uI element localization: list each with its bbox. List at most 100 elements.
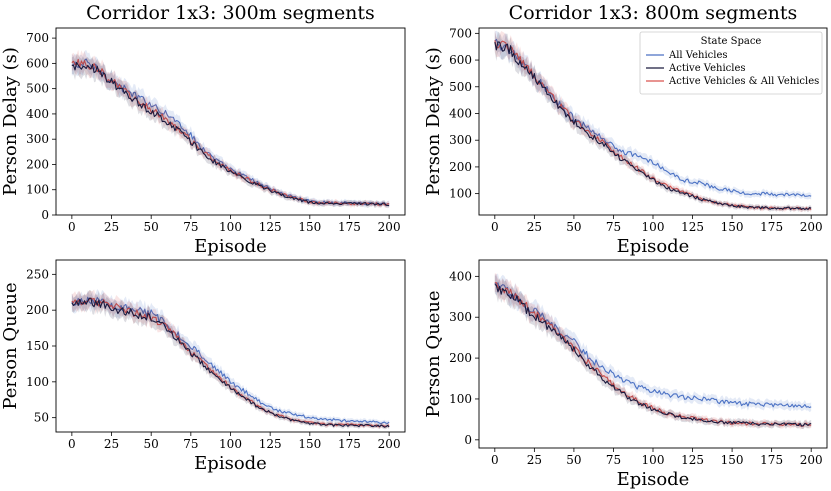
series-band-delay-300m-1 [71,53,390,209]
panel-queue-300m: 0 25 50 75 100 125 150 175 200 50 100 150 200 250 Epis… [0,259,406,474]
plot-frame-queue-300m [55,259,406,433]
y-tick-label-delay-800m-200: 200 [449,160,472,174]
y-tick-label-queue-800m-200: 200 [449,351,472,365]
legend-entry-2: Active Vehicles & All Vehicles [668,76,819,87]
x-tick-label-queue-300m-100: 100 [219,437,242,451]
series-line-delay-300m-1 [71,61,390,207]
y-tick-label-delay-800m-100: 100 [449,187,472,201]
x-tick-label-queue-300m-50: 50 [144,437,159,451]
x-tick-label-queue-800m-200: 200 [800,453,823,467]
series-line-queue-800m-0 [494,282,812,409]
x-axis-label-delay-300m: Episode [194,236,267,257]
legend-box [639,31,823,95]
title-delay-300m: Corridor 1x3: 300m segments [86,2,375,24]
y-tick-label-queue-800m-400: 400 [449,269,472,283]
y-tick-label-delay-300m-500: 500 [26,82,49,96]
panel-queue-800m: 0 25 50 75 100 125 150 175 200 0 100 200 300 400 Episo… [423,259,828,490]
y-tick-label-queue-800m-0: 0 [464,433,472,447]
y-tick-label-delay-300m-700: 700 [26,31,49,45]
y-tick-label-queue-300m-50: 50 [34,411,49,425]
y-tick-label-delay-300m-200: 200 [26,157,49,171]
series-line-delay-800m-0 [494,38,812,197]
x-tick-label-delay-300m-200: 200 [378,220,401,234]
x-tick-label-delay-300m-175: 175 [338,220,361,234]
y-tick-label-queue-800m-300: 300 [449,310,472,324]
y-tick-label-delay-300m-400: 400 [26,107,49,121]
y-axis-label-delay-800m: Person Delay (s) [423,47,444,196]
x-tick-label-delay-800m-200: 200 [800,220,823,234]
series-line-queue-300m-1 [71,297,390,428]
y-tick-label-delay-300m-600: 600 [26,56,49,70]
y-tick-label-delay-800m-600: 600 [449,53,472,67]
series-band-delay-800m-0 [494,30,812,200]
y-tick-label-delay-800m-400: 400 [449,106,472,120]
x-tick-label-delay-800m-50: 50 [566,220,581,234]
series-line-queue-800m-1 [494,283,812,427]
series-line-delay-800m-1 [494,41,812,211]
series-line-queue-800m-2 [494,282,812,427]
x-tick-label-queue-800m-100: 100 [642,453,665,467]
x-tick-label-delay-300m-100: 100 [219,220,242,234]
y-tick-label-queue-800m-100: 100 [449,392,472,406]
x-tick-label-delay-300m-150: 150 [298,220,321,234]
x-tick-label-queue-800m-0: 0 [491,453,499,467]
y-tick-label-queue-300m-150: 150 [26,339,49,353]
panel-delay-800m: 0 25 50 75 100 125 150 175 200 100 200 300 400 500 600… [423,2,828,257]
x-tick-label-queue-300m-200: 200 [378,437,401,451]
x-axis-label-delay-800m: Episode [617,236,690,257]
x-tick-label-queue-800m-175: 175 [760,453,783,467]
y-axis-label-queue-800m: Person Queue [423,290,444,417]
y-tick-label-delay-300m-0: 0 [41,208,49,222]
x-tick-label-queue-300m-25: 25 [104,437,119,451]
y-axis-label-delay-300m: Person Delay (s) [0,47,21,196]
x-tick-label-delay-300m-125: 125 [259,220,282,234]
x-tick-label-queue-800m-25: 25 [527,453,542,467]
y-tick-label-delay-800m-700: 700 [449,26,472,40]
y-tick-label-delay-800m-300: 300 [449,133,472,147]
x-tick-label-delay-800m-0: 0 [491,220,499,234]
x-tick-label-delay-300m-50: 50 [144,220,159,234]
x-tick-label-queue-300m-125: 125 [259,437,282,451]
legend-title: State Space [701,36,762,47]
x-tick-label-queue-300m-75: 75 [183,437,198,451]
y-tick-label-queue-300m-250: 250 [26,267,49,281]
x-axis-label-queue-300m: Episode [194,453,267,474]
x-tick-label-delay-800m-175: 175 [760,220,783,234]
x-tick-label-delay-300m-75: 75 [183,220,198,234]
x-tick-label-queue-300m-0: 0 [68,437,76,451]
y-tick-label-queue-300m-200: 200 [26,303,49,317]
series-band-delay-800m-1 [494,31,812,213]
y-tick-label-delay-800m-500: 500 [449,80,472,94]
x-tick-label-delay-800m-100: 100 [642,220,665,234]
title-delay-800m: Corridor 1x3: 800m segments [509,2,798,24]
legend: State Space All Vehicles Active Vehicles Ac… [639,31,823,95]
series-line-delay-300m-2 [71,58,390,206]
series-band-queue-300m-1 [71,290,390,430]
series-line-queue-300m-0 [71,296,390,425]
legend-entry-0: All Vehicles [668,50,728,61]
x-tick-label-delay-800m-75: 75 [606,220,621,234]
x-tick-label-delay-300m-25: 25 [104,220,119,234]
series-band-delay-800m-2 [494,29,812,213]
panel-delay-300m: 0 25 50 75 100 125 150 175 200 0 100 200 300 400 500 60… [0,2,406,257]
x-tick-label-delay-800m-150: 150 [721,220,744,234]
x-tick-label-delay-800m-125: 125 [681,220,704,234]
y-tick-label-queue-300m-100: 100 [26,375,49,389]
x-tick-label-queue-800m-150: 150 [721,453,744,467]
x-tick-label-delay-800m-25: 25 [527,220,542,234]
x-tick-label-queue-800m-50: 50 [566,453,581,467]
x-tick-label-queue-800m-75: 75 [606,453,621,467]
x-axis-label-queue-800m: Episode [617,469,690,490]
plot-frame-delay-300m [55,27,406,216]
y-tick-label-delay-300m-300: 300 [26,132,49,146]
x-tick-label-queue-800m-125: 125 [681,453,704,467]
legend-entry-1: Active Vehicles [668,63,746,74]
series-band-delay-300m-0 [71,49,390,208]
series-band-delay-300m-2 [71,49,390,208]
y-axis-label-queue-300m: Person Queue [0,282,21,409]
x-tick-label-queue-300m-150: 150 [298,437,321,451]
y-tick-label-delay-300m-100: 100 [26,183,49,197]
x-tick-label-queue-300m-175: 175 [338,437,361,451]
series-band-queue-300m-2 [71,289,390,429]
